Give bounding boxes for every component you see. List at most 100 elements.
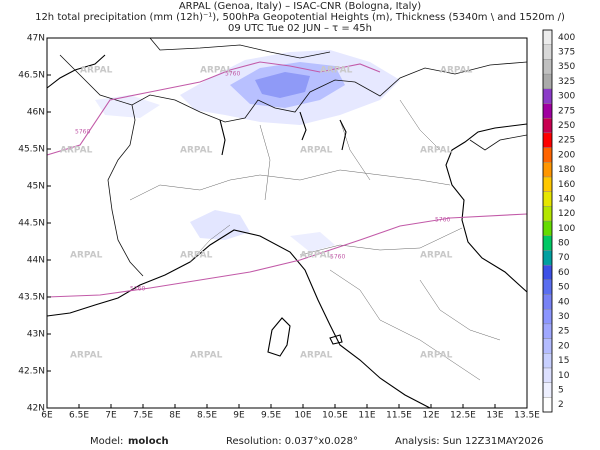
colorbar-label: 120 [558, 209, 575, 219]
watermark: ARPAL [300, 251, 333, 261]
watermark: ARPAL [320, 66, 353, 76]
colorbar-swatch [542, 132, 553, 148]
colorbar-swatch [542, 294, 553, 310]
watermark: ARPAL [190, 351, 223, 361]
y-tick-label: 47N [27, 34, 45, 44]
colorbar-label: 400 [558, 33, 575, 43]
watermark: ARPAL [420, 146, 453, 156]
colorbar-swatch [542, 147, 553, 163]
colorbar-label: 40 [558, 297, 570, 307]
analysis: Analysis: Sun 12Z31MAY2026 [395, 436, 544, 447]
contour-label: 5760 [225, 71, 240, 78]
watermark: ARPAL [180, 251, 213, 261]
y-tick-label: 45.5N [18, 145, 45, 155]
y-tick-label: 44N [27, 256, 45, 266]
x-tick-label: 7E [105, 411, 117, 421]
colorbar-label: 70 [558, 253, 570, 263]
colorbar-swatch [542, 206, 553, 222]
x-tick-label: 8.5E [197, 411, 217, 421]
colorbar-swatch [542, 176, 553, 192]
watermark: ARPAL [300, 146, 333, 156]
colorbar-swatch [542, 103, 553, 119]
colorbar-swatch [542, 367, 553, 383]
y-tick-label: 42N [27, 404, 45, 414]
colorbar-label: 25 [558, 327, 569, 337]
colorbar-swatch [542, 191, 553, 207]
y-tick-label: 43.5N [18, 293, 45, 303]
x-tick-label: 13E [486, 411, 503, 421]
watermark: ARPAL [300, 351, 333, 361]
x-tick-label: 12E [422, 411, 439, 421]
x-tick-label: 7.5E [133, 411, 153, 421]
x-tick-label: 12.5E [450, 411, 476, 421]
x-tick-label: 13.5E [514, 411, 540, 421]
x-tick-label: 8E [169, 411, 181, 421]
title-line: 09 UTC Tue 02 JUN – τ = 45h [228, 23, 372, 34]
y-tick-label: 43N [27, 330, 45, 340]
colorbar-label: 225 [558, 136, 575, 146]
colorbar-swatch [542, 220, 553, 236]
colorbar-swatch [542, 88, 553, 104]
x-tick-label: 11.5E [386, 411, 412, 421]
x-tick-label: 6E [41, 411, 53, 421]
colorbar-label: 375 [558, 48, 575, 58]
map-labels: 6E 6.5E 7E 7.5E 8E 8.5E 9E 9.5E 10E 10.5E 11E 11.5E… [18, 34, 540, 421]
colorbar-label: 100 [558, 224, 575, 234]
watermark: ARPAL [60, 146, 93, 156]
watermark: ARPAL [420, 251, 453, 261]
model-name: moloch [128, 436, 169, 447]
contour-label: 5760 [75, 129, 90, 136]
x-tick-label: 9.5E [261, 411, 281, 421]
colorbar-label: 60 [558, 268, 570, 278]
watermark: ARPAL [80, 66, 113, 76]
colorbar-label: 200 [558, 150, 575, 160]
contour-label: 5760 [330, 254, 345, 261]
title-line: 12h total precipitation (mm (12h)⁻¹), 50… [35, 12, 565, 23]
colorbar-label: 20 [558, 341, 570, 351]
colorbar-label: 50 [558, 283, 570, 293]
colorbar-label: 275 [558, 106, 575, 116]
colorbar: 2510152025304050607080100120140160180200… [542, 29, 575, 413]
x-tick-label: 11E [358, 411, 375, 421]
colorbar-label: 300 [558, 92, 575, 102]
colorbar-label: 160 [558, 180, 575, 190]
colorbar-swatch [542, 29, 553, 45]
colorbar-swatch [542, 250, 553, 266]
contour-label: 5760 [130, 286, 145, 293]
colorbar-label: 5 [558, 385, 564, 395]
colorbar-swatch [542, 308, 553, 325]
colorbar-swatch [542, 382, 553, 398]
y-tick-label: 42.5N [18, 367, 45, 377]
model-label: Model: [90, 436, 123, 447]
colorbar-swatch [542, 117, 553, 134]
map-frame [46, 37, 528, 409]
colorbar-swatch [542, 279, 553, 295]
colorbar-swatch [542, 59, 553, 75]
contour-label: 5760 [435, 217, 450, 224]
watermark: ARPAL [180, 146, 213, 156]
colorbar-swatch [542, 235, 553, 251]
watermark: ARPAL [200, 66, 233, 76]
colorbar-swatch [542, 353, 553, 369]
y-tick-label: 45N [27, 182, 45, 192]
precipitation [95, 50, 400, 252]
map-area [46, 37, 528, 409]
x-tick-label: 10E [294, 411, 311, 421]
colorbar-label: 140 [558, 194, 575, 204]
colorbar-label: 15 [558, 356, 569, 366]
colorbar-swatch [542, 264, 553, 280]
colorbar-label: 2 [558, 400, 564, 410]
y-tick-label: 46.5N [18, 71, 45, 81]
colorbar-label: 30 [558, 312, 570, 322]
title-line: ARPAL (Genoa, Italy) – ISAC-CNR (Bologna… [179, 1, 421, 12]
colorbar-frame [542, 29, 553, 413]
colorbar-label: 325 [558, 77, 575, 87]
colorbar-swatch [542, 397, 553, 413]
colorbar-label: 10 [558, 371, 570, 381]
x-tick-label: 10.5E [322, 411, 348, 421]
y-tick-label: 46N [27, 108, 45, 118]
colorbar-swatch [542, 323, 553, 339]
colorbar-label: 80 [558, 239, 570, 249]
colorbar-swatch [542, 73, 553, 89]
